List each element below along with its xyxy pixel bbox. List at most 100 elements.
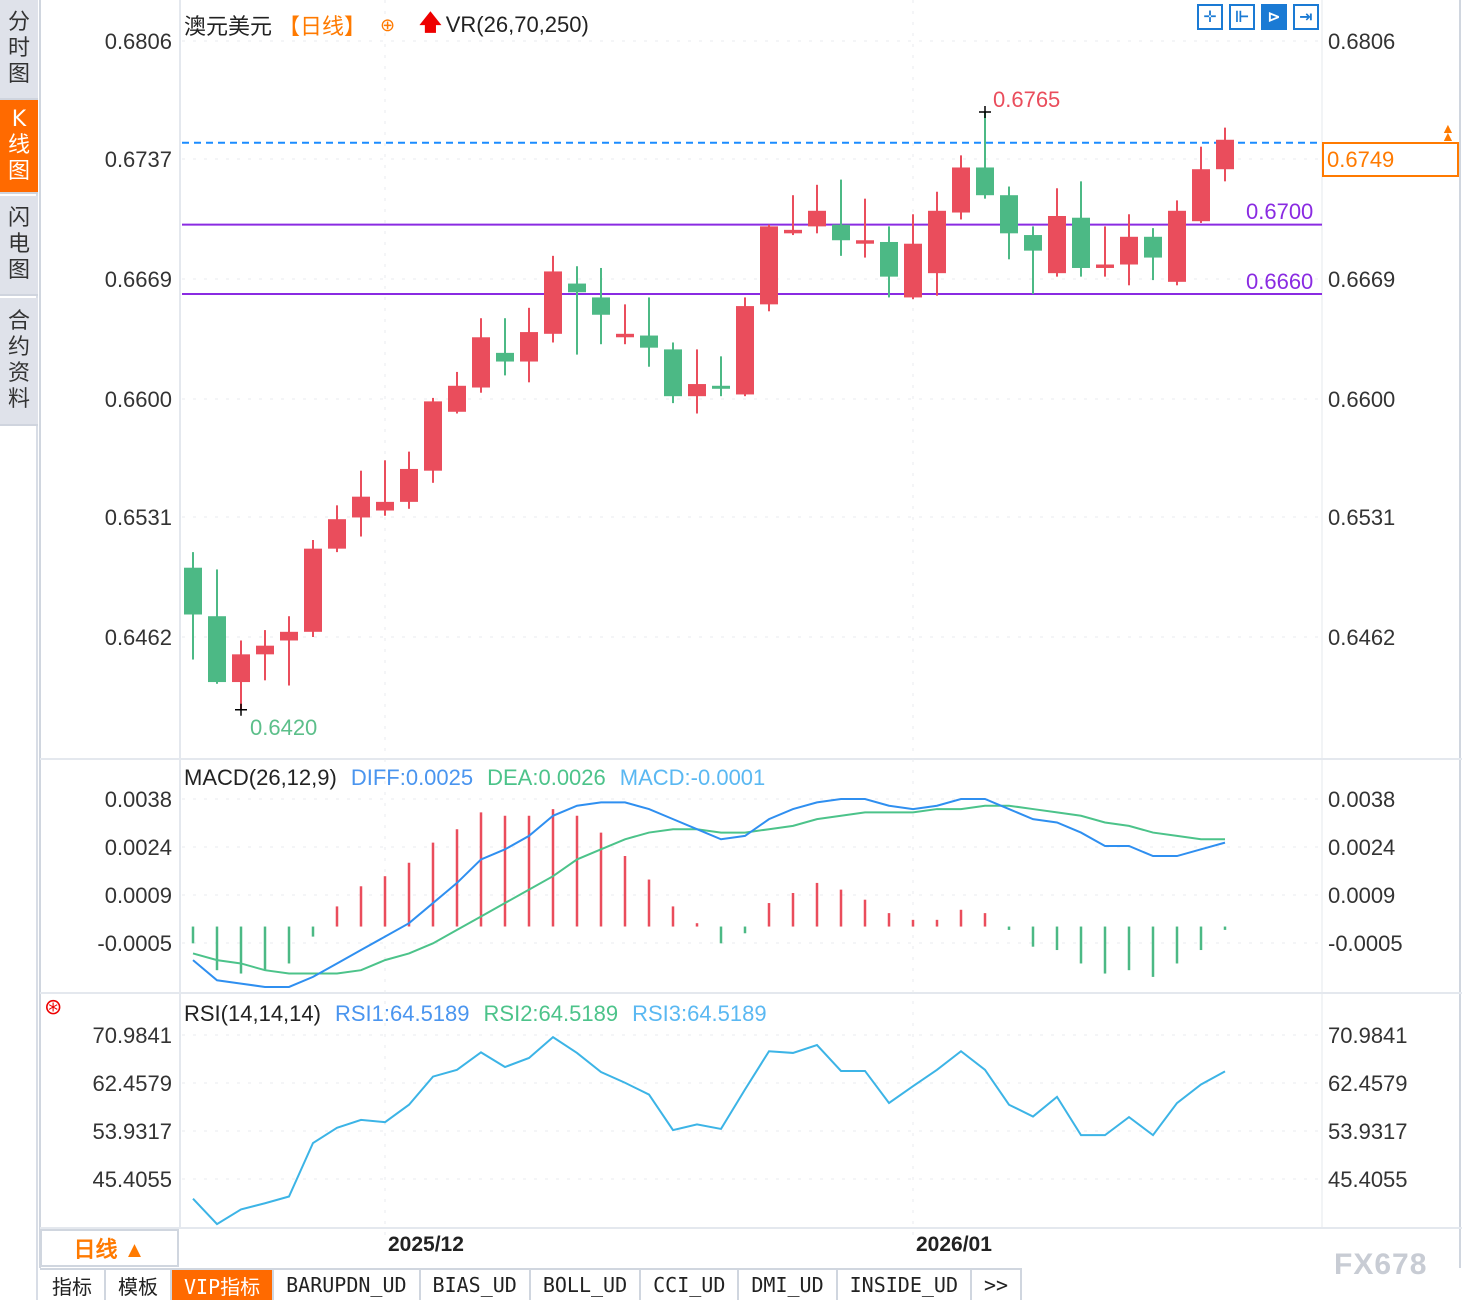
candle-body: [280, 631, 298, 641]
last-price-tag: 0.6749: [1322, 142, 1459, 177]
candle-body: [1120, 236, 1138, 265]
rsi1-value: RSI1:64.5189: [334, 1001, 470, 1026]
macd-axis-label-right: 0.0024: [1328, 835, 1396, 860]
zoom-range-icon[interactable]: ⊩: [1229, 4, 1255, 30]
tab-barupdn[interactable]: BARUPDN_UD: [274, 1270, 421, 1300]
candle-body: [1096, 264, 1114, 268]
candle-body: [1048, 215, 1066, 274]
date-axis-label: 2025/12: [388, 1233, 464, 1256]
rsi2-value: RSI2:64.5189: [483, 1001, 619, 1026]
dea-line: [192, 804, 1225, 975]
vr-indicator[interactable]: VR(26,70,250): [445, 12, 589, 37]
price-axis-label: 0.6600: [104, 387, 172, 412]
rsi-line: [192, 1035, 1226, 1226]
candle-body: [880, 241, 898, 277]
candle-body: [928, 210, 946, 274]
tab-templates[interactable]: 模板: [106, 1270, 172, 1300]
candle-body: [760, 226, 778, 305]
macd-axis-label-right: 0.0009: [1328, 883, 1396, 908]
candle-body: [1000, 195, 1018, 234]
rsi-axis-label: 53.9317: [92, 1119, 172, 1144]
sidebar-tab-kline[interactable]: K线图: [0, 100, 38, 194]
period-selector[interactable]: 日线 ▲: [40, 1229, 179, 1267]
price-axis-label-right: 0.6462: [1328, 625, 1396, 650]
candle-body: [1216, 139, 1234, 170]
candle-body: [1192, 169, 1210, 222]
crosshair-icon[interactable]: ✛: [1197, 4, 1223, 30]
scroll-right-icon[interactable]: ⇥: [1293, 4, 1319, 30]
date-axis-label: 2026/01: [916, 1233, 992, 1256]
rsi-axis-label-right: 62.4579: [1328, 1071, 1408, 1096]
tab-boll[interactable]: BOLL_UD: [531, 1270, 642, 1300]
level-line-label: 0.6700: [1246, 199, 1314, 224]
candle-body: [640, 335, 658, 348]
settings-sun-icon[interactable]: ⊛: [44, 994, 63, 1019]
candle-body: [856, 240, 874, 244]
candle-body: [1072, 217, 1090, 268]
macd-title: MACD(26,12,9): [184, 765, 337, 790]
candle-body: [400, 468, 418, 502]
tab-indicators[interactable]: 指标: [40, 1270, 106, 1300]
tab-dmi[interactable]: DMI_UD: [739, 1270, 838, 1300]
candle-body: [352, 496, 370, 518]
rsi-axis-label: 70.9841: [92, 1023, 172, 1048]
indicator-tab-bar: 指标 模板 VIP指标 BARUPDN_UD BIAS_UD BOLL_UD C…: [40, 1268, 1023, 1300]
candle-body: [904, 243, 922, 298]
tab-inside[interactable]: INSIDE_UD: [838, 1270, 973, 1300]
candle-body: [520, 332, 538, 362]
rsi-title: RSI(14,14,14): [184, 1001, 321, 1026]
play-range-icon[interactable]: ⊳: [1261, 4, 1287, 30]
candle-body: [232, 654, 250, 683]
candle-body: [472, 337, 490, 388]
candle-body: [568, 283, 586, 293]
sidebar-tab-label: 闪电图: [7, 206, 30, 283]
tab-more[interactable]: >>: [972, 1270, 1023, 1300]
price-axis-label-right: 0.6669: [1328, 267, 1396, 292]
price-axis-label: 0.6737: [104, 147, 172, 172]
candle-body: [448, 385, 466, 412]
low-price-label: 0.6420: [250, 715, 318, 740]
tab-cci[interactable]: CCI_UD: [641, 1270, 740, 1300]
circle-plus-icon[interactable]: ⊕: [380, 14, 396, 35]
candle-body: [808, 210, 826, 227]
macd-axis-label-right: -0.0005: [1328, 931, 1403, 956]
sidebar-tab-label: K线图: [7, 107, 30, 184]
candle-body: [592, 297, 610, 315]
candle-body: [1024, 235, 1042, 251]
candle-body: [736, 306, 754, 395]
macd-axis-label: 0.0009: [104, 883, 172, 908]
candle-body: [952, 167, 970, 213]
sidebar-tab-contract-info[interactable]: 合约资料: [0, 298, 38, 426]
sidebar-tab-label: 合约资料: [7, 309, 30, 412]
macd-diff-value: DIFF:0.0025: [350, 765, 474, 790]
sidebar: 分时图 K线图 闪电图 合约资料: [0, 0, 38, 1300]
level-line-label: 0.6660: [1246, 269, 1314, 294]
period-label[interactable]: 【日线】: [278, 14, 367, 39]
candle-body: [832, 224, 850, 241]
candle-body: [208, 616, 226, 683]
candle-body: [496, 352, 514, 362]
rsi-axis-label-right: 70.9841: [1328, 1023, 1408, 1048]
red-up-arrow-icon: 🡅: [419, 10, 442, 35]
macd-header: MACD(26,12,9) DIFF:0.0025 DEA:0.0026 MAC…: [184, 765, 765, 791]
rsi-axis-label-right: 45.4055: [1328, 1167, 1408, 1192]
tab-vip-indicators[interactable]: VIP指标: [172, 1270, 275, 1300]
high-marker-icon: [979, 106, 991, 119]
macd-macd-value: MACD:-0.0001: [619, 765, 766, 790]
rsi-axis-label: 62.4579: [92, 1071, 172, 1096]
candle-body: [688, 384, 706, 397]
price-axis-label: 0.6806: [104, 29, 172, 54]
macd-axis-label: 0.0038: [104, 787, 172, 812]
candle-body: [976, 167, 994, 196]
rsi3-value: RSI3:64.5189: [632, 1001, 767, 1026]
double-up-arrow-icon[interactable]: ▲ ▲: [1441, 120, 1455, 144]
rsi-axis-label-right: 53.9317: [1328, 1119, 1408, 1144]
macd-axis-label: 0.0024: [104, 835, 172, 860]
price-axis-label: 0.6462: [104, 625, 172, 650]
symbol-name: 澳元美元: [184, 14, 273, 39]
sidebar-tab-timeshare[interactable]: 分时图: [0, 0, 38, 100]
sidebar-tab-flash[interactable]: 闪电图: [0, 196, 38, 296]
tab-bias[interactable]: BIAS_UD: [421, 1270, 531, 1300]
price-axis-label: 0.6531: [104, 505, 172, 530]
